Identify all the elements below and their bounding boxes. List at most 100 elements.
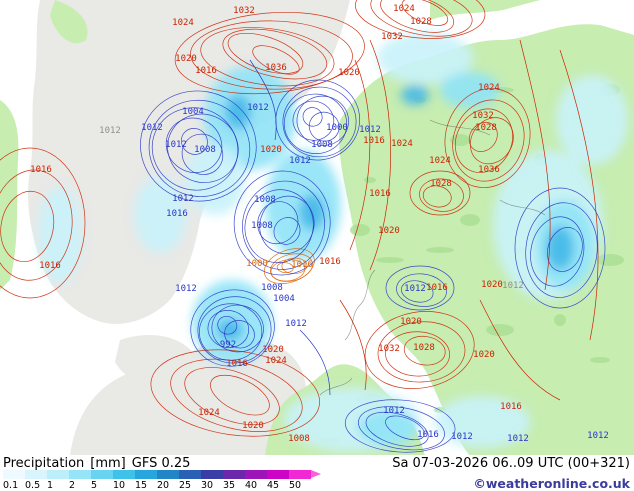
pressure-label: 1012 [507, 434, 529, 444]
scale-segment [69, 470, 91, 479]
scale-segment [223, 470, 245, 479]
pressure-label: 1024 [172, 18, 194, 28]
precip-scale-bar [3, 470, 321, 479]
product-name: Precipitation [3, 456, 85, 471]
pressure-label: 1036 [478, 165, 500, 175]
scale-value: 10 [113, 480, 126, 491]
scale-segment [245, 470, 267, 479]
high-pressure-system [263, 248, 315, 284]
scale-segment [179, 470, 201, 479]
pressure-label: 1004 [273, 294, 295, 304]
pressure-label: 1012 [587, 431, 609, 441]
scale-value: 30 [201, 480, 214, 491]
pressure-label: 1012 [165, 140, 187, 150]
pressure-label: 1024 [478, 83, 500, 93]
low-pressure-system [190, 289, 275, 367]
low-pressure-system [514, 187, 606, 309]
pressure-label: 1024 [198, 408, 220, 418]
pressure-label: 1016 [166, 209, 188, 219]
scale-value: 50 [289, 480, 302, 491]
pressure-label: 1016 [363, 136, 385, 146]
product-unit: [mm] [90, 456, 126, 471]
scale-segment [267, 470, 289, 479]
scale-segment [157, 470, 179, 479]
high-pressure-system [409, 170, 471, 216]
scale-arrow [311, 470, 321, 478]
pressure-label: 1000 [326, 123, 348, 133]
scale-value: 25 [179, 480, 192, 491]
pressure-label: 1032 [472, 111, 494, 121]
scale-value: 15 [135, 480, 148, 491]
weather-map: 1024 1032 1024 1028 1032 1020 1016 1036 1020 1024… [0, 0, 634, 456]
precip-scale-labels: 0.1 0.5 1 2 5 10 15 20 25 30 35 40 45 50 [3, 480, 333, 491]
pressure-label: 1016 [319, 257, 341, 267]
product-title: Precipitation [mm] GFS 0.25 [3, 456, 196, 471]
low-pressure-system [344, 399, 456, 453]
product-model: GFS 0.25 [131, 456, 191, 471]
scale-segment [201, 470, 223, 479]
low-pressure-system [275, 79, 361, 161]
pressure-label: 1032 [378, 344, 400, 354]
high-pressure-system [355, 0, 486, 39]
pressure-label: 1008 [261, 283, 283, 293]
pressure-label: 1020 [338, 68, 360, 78]
pressure-label: 1016 [39, 261, 61, 271]
pressure-label: 1016 [195, 66, 217, 76]
pressure-label: 1024 [393, 4, 415, 14]
pressure-label: 1012 [404, 284, 426, 294]
high-pressure-system [174, 11, 365, 95]
pressure-label: 1016 [417, 430, 439, 440]
pressure-label: 1016 [426, 283, 448, 293]
pressure-label: 1012 [451, 432, 473, 442]
high-pressure-system [364, 311, 475, 390]
coastline-layer [319, 119, 546, 396]
precip-layer [38, 32, 628, 452]
pressure-label: 1020 [175, 54, 197, 64]
pressure-label: 1008 [194, 145, 216, 155]
low-pressure-system [233, 170, 331, 276]
low-pressure-system [140, 90, 257, 202]
scale-segment [25, 470, 47, 479]
footer: Precipitation [mm] GFS 0.25 Sa 07-03-2026 … [0, 455, 634, 491]
pressure-label: 1020 [481, 280, 503, 290]
pressure-label: 1016 [30, 165, 52, 175]
pressure-label: 1012 [141, 123, 163, 133]
pressure-label: 1036 [265, 63, 287, 73]
pressure-label: 1004 [182, 107, 204, 117]
pressure-label: 1008 [251, 221, 273, 231]
pressure-label: 1012 [247, 103, 269, 113]
high-pressure-system [0, 147, 86, 299]
pressure-label: 1008 [288, 434, 310, 444]
pressure-label: 1016 [500, 402, 522, 412]
low-pressure-system [385, 265, 455, 311]
scale-segment [135, 470, 157, 479]
pressure-label: 1020 [400, 317, 422, 327]
pressure-label: 1012 [99, 126, 121, 136]
scale-value: 20 [157, 480, 170, 491]
scale-segment [113, 470, 135, 479]
pressure-label: 1024 [265, 356, 287, 366]
pressure-label: 1012 [172, 194, 194, 204]
pressure-label: 1028 [410, 17, 432, 27]
high-pressure-system [444, 88, 531, 188]
pressure-label: 1020 [260, 145, 282, 155]
scale-value: 35 [223, 480, 236, 491]
pressure-label: 1028 [430, 179, 452, 189]
pressure-label: 1020 [262, 345, 284, 355]
pressure-label: 1028 [475, 123, 497, 133]
pressure-label: 1020 [242, 421, 264, 431]
pressure-label: 1016 [226, 359, 248, 369]
scale-segment [289, 470, 311, 479]
scale-segment [47, 470, 69, 479]
pressure-label: 1008 [254, 195, 276, 205]
pressure-label: 1016 [291, 260, 313, 270]
pressure-label: 1012 [285, 319, 307, 329]
pressure-label: 1012 [175, 284, 197, 294]
scale-segment [91, 470, 113, 479]
pressure-label: 1012 [383, 406, 405, 416]
scale-value: 45 [267, 480, 280, 491]
pressure-label: 1028 [413, 343, 435, 353]
datetime-label: Sa 07-03-2026 06..09 UTC (00+321) [392, 456, 630, 471]
